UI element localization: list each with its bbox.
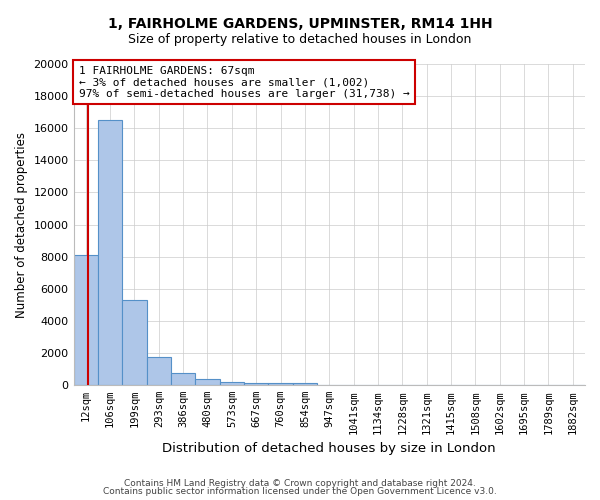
Bar <box>146 357 171 385</box>
Text: Contains HM Land Registry data © Crown copyright and database right 2024.: Contains HM Land Registry data © Crown c… <box>124 478 476 488</box>
Bar <box>98 120 122 385</box>
Bar <box>196 380 220 385</box>
Bar <box>171 373 196 385</box>
Text: Contains public sector information licensed under the Open Government Licence v3: Contains public sector information licen… <box>103 487 497 496</box>
Bar <box>122 300 146 385</box>
Bar <box>244 382 268 385</box>
Bar <box>293 382 317 385</box>
Text: Size of property relative to detached houses in London: Size of property relative to detached ho… <box>128 32 472 46</box>
Bar <box>268 384 293 385</box>
Bar <box>74 255 98 385</box>
Y-axis label: Number of detached properties: Number of detached properties <box>15 132 28 318</box>
Text: 1, FAIRHOLME GARDENS, UPMINSTER, RM14 1HH: 1, FAIRHOLME GARDENS, UPMINSTER, RM14 1H… <box>107 18 493 32</box>
Bar <box>220 382 244 385</box>
Text: 1 FAIRHOLME GARDENS: 67sqm
← 3% of detached houses are smaller (1,002)
97% of se: 1 FAIRHOLME GARDENS: 67sqm ← 3% of detac… <box>79 66 409 99</box>
X-axis label: Distribution of detached houses by size in London: Distribution of detached houses by size … <box>163 442 496 455</box>
